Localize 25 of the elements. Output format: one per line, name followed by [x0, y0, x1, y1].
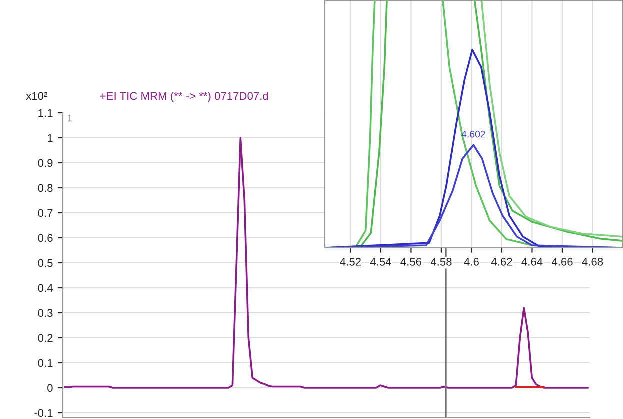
y-tick-label: 1 — [48, 134, 53, 142]
x-tick-label: 4.64 — [522, 258, 543, 266]
y-tick-label: 0.9 — [38, 159, 53, 168]
y-tick-label: 0.7 — [38, 209, 53, 218]
chart-title: +EI TIC MRM (** -> **) 0717D07.d — [100, 92, 268, 102]
x-tick-label: 4.58 — [430, 258, 452, 266]
y-tick-label: 0.6 — [38, 234, 53, 242]
y-tick-label: 0.5 — [38, 259, 53, 268]
y-tick-label: 0.1 — [38, 359, 53, 368]
y-tick-label: 1.1 — [38, 109, 53, 118]
annotation: 1 — [68, 114, 72, 122]
x-tick-label: 4.52 — [340, 258, 361, 266]
x-tick-label: 4.54 — [370, 258, 392, 266]
y-axis-title: x10² — [26, 92, 48, 100]
y-tick-label: 0 — [48, 384, 53, 392]
y-tick-label: 0.8 — [38, 184, 53, 192]
x-tick-label: 4.6 — [464, 258, 479, 266]
x-tick-label: 4.56 — [400, 258, 422, 266]
x-tick-label: 4.68 — [582, 258, 604, 266]
x-tick-label: 4.62 — [491, 258, 512, 266]
y-tick-label: 0.4 — [38, 284, 53, 292]
y-tick-label: 0.2 — [38, 334, 53, 342]
y-tick-label: -0.1 — [34, 409, 53, 418]
y-tick-label: 0.3 — [38, 309, 53, 318]
x-tick-label: 4.66 — [552, 258, 573, 266]
